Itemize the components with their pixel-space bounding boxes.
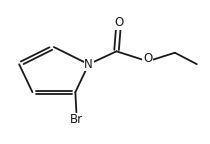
Text: O: O [114,16,123,29]
Text: O: O [143,52,152,65]
Text: N: N [84,58,93,71]
Text: Br: Br [70,113,83,126]
